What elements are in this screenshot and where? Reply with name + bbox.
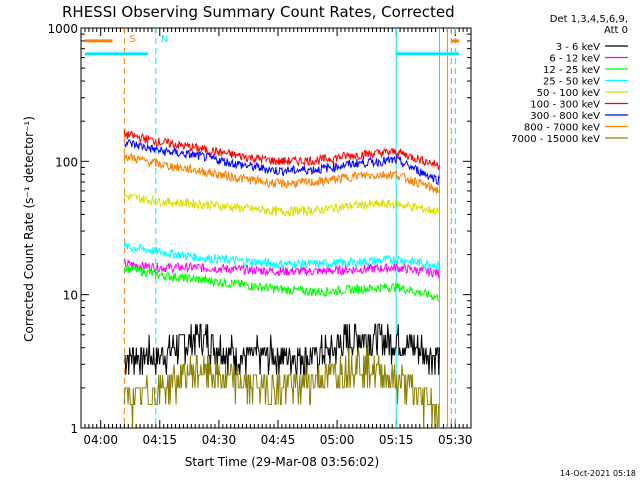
x-tick-label: 04:15 (142, 433, 177, 447)
marker-label: S (129, 34, 135, 45)
x-tick-label: 05:30 (438, 433, 473, 447)
legend-label: 3 - 6 keV (556, 42, 600, 53)
legend-label: 7000 - 15000 keV (511, 134, 600, 145)
series-line (124, 139, 440, 186)
series-line (123, 192, 440, 218)
y-axis-label: Corrected Count Rate (s⁻¹ detector⁻¹) (22, 116, 36, 342)
x-tick-label: 05:15 (379, 433, 414, 447)
y-tick-label: 1000 (47, 22, 78, 36)
series-line (123, 264, 440, 302)
legend-header: Det 1,3,4,5,6,9, (550, 14, 628, 25)
legend-label: 25 - 50 keV (543, 77, 600, 88)
legend-label: 100 - 300 keV (530, 100, 600, 111)
x-tick-label: 04:30 (202, 433, 237, 447)
x-tick-label: 04:00 (83, 433, 118, 447)
marker-label: N (161, 34, 168, 45)
y-tick-label: 1 (70, 422, 78, 436)
series-line (123, 241, 440, 271)
timestamp: 14-Oct-2021 05:18 (560, 469, 636, 478)
y-tick-label: 10 (63, 289, 78, 303)
x-axis-label: Start Time (29-Mar-08 03:56:02) (185, 455, 379, 469)
series-line (123, 347, 440, 429)
series-line (124, 323, 440, 376)
series-line (123, 129, 440, 170)
x-tick-label: 05:00 (320, 433, 355, 447)
legend-label: 800 - 7000 keV (524, 123, 600, 134)
plot-area: 1 10 100 1000 04:00 04:15 04:30 04:45 05:00 05:15… (47, 22, 472, 447)
y-tick-label: 100 (55, 155, 78, 169)
legend-label: 50 - 100 keV (537, 88, 601, 99)
series-line (123, 258, 440, 279)
legend-label: 6 - 12 keV (549, 54, 600, 65)
legend-label: 12 - 25 keV (543, 65, 600, 76)
series-line (123, 151, 440, 194)
chart-title: RHESSI Observing Summary Count Rates, Co… (62, 3, 455, 21)
plot-frame (80, 27, 472, 429)
legend-header: Att 0 (604, 25, 628, 36)
legend-label: 300 - 800 keV (530, 111, 600, 122)
x-tick-label: 04:45 (261, 433, 296, 447)
